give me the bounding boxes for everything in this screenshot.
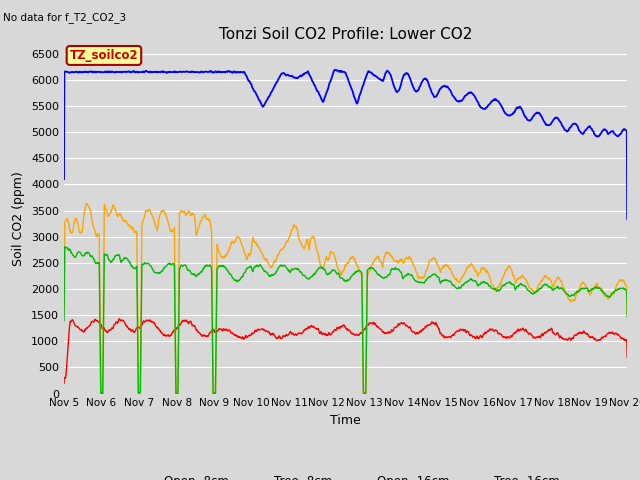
Y-axis label: Soil CO2 (ppm): Soil CO2 (ppm) [12, 171, 26, 266]
Legend: Open -8cm, Tree -8cm, Open -16cm, Tree -16cm: Open -8cm, Tree -8cm, Open -16cm, Tree -… [127, 470, 564, 480]
Title: Tonzi Soil CO2 Profile: Lower CO2: Tonzi Soil CO2 Profile: Lower CO2 [219, 27, 472, 42]
X-axis label: Time: Time [330, 414, 361, 427]
Text: TZ_soilco2: TZ_soilco2 [70, 49, 138, 62]
Text: No data for f_T2_CO2_3: No data for f_T2_CO2_3 [3, 12, 126, 23]
